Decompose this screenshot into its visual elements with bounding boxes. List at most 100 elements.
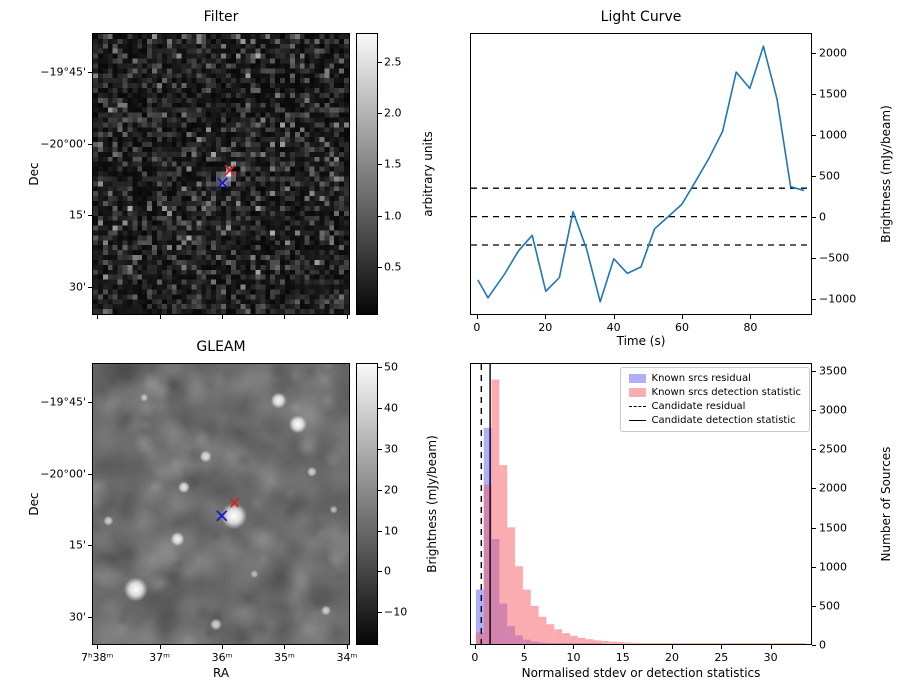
tick-mark	[812, 216, 816, 218]
tick-mark	[378, 571, 382, 573]
tick-mark	[812, 566, 816, 568]
histogram-legend: Known srcs residual Known srcs detection …	[619, 367, 810, 432]
tick-label: 500	[819, 169, 840, 183]
tick-label: −20°00'	[40, 137, 86, 151]
tick-mark	[812, 370, 816, 372]
tick-mark	[88, 214, 92, 216]
gleam-xlabel: RA	[212, 666, 230, 680]
tick-mark	[284, 645, 286, 649]
tick-label: 30'	[68, 610, 86, 624]
tick-label: 15	[615, 651, 630, 664]
tick-label: 40	[384, 401, 398, 415]
tick-label: 80	[743, 321, 758, 334]
tick-label: 1000	[819, 560, 847, 574]
filter-dec-axis-label: Dec	[27, 162, 41, 186]
tick-label: 3500	[819, 364, 847, 378]
tick-label: 20	[384, 483, 398, 497]
tick-label: 5	[520, 651, 528, 664]
light-curve-title: Light Curve	[600, 9, 682, 25]
tick-mark	[812, 94, 816, 96]
tick-mark	[812, 176, 816, 178]
tick-mark	[812, 605, 816, 607]
gleam-markers-overlay	[216, 498, 240, 522]
tick-label: 2500	[819, 442, 847, 456]
tick-mark	[613, 315, 615, 319]
tick-mark	[88, 616, 92, 618]
tick-label: 2.5	[384, 55, 402, 69]
tick-mark	[812, 257, 816, 259]
tick-mark	[770, 645, 772, 649]
tick-label: 10	[384, 524, 398, 538]
tick-mark	[222, 645, 224, 649]
legend-item: Candidate detection statistic	[628, 415, 801, 426]
tick-mark	[524, 645, 526, 649]
tick-mark	[378, 266, 382, 268]
tick-mark	[378, 112, 382, 114]
tick-mark	[672, 645, 674, 649]
light-curve-chart	[471, 45, 811, 303]
tick-label: 3000	[819, 403, 847, 417]
tick-mark	[97, 315, 99, 319]
tick-mark	[88, 401, 92, 403]
tick-mark	[476, 315, 478, 319]
tick-label: 30'	[68, 280, 86, 294]
tick-label: 10	[566, 651, 581, 664]
legend-label: Known srcs residual	[651, 373, 751, 384]
tick-mark	[284, 315, 286, 319]
tick-label: 0	[819, 210, 826, 224]
tick-mark	[378, 164, 382, 166]
tick-label: 2000	[819, 46, 847, 60]
tick-mark	[159, 315, 161, 319]
tick-label: 1500	[819, 521, 847, 534]
gleam-title: GLEAM	[196, 339, 246, 355]
tick-mark	[159, 645, 161, 649]
filter-colorbar-label: arbitrary units	[421, 131, 435, 217]
gleam-colorbar	[356, 363, 378, 645]
legend-item: Known srcs detection statistic	[628, 387, 801, 398]
tick-label: 40	[606, 321, 621, 334]
tick-mark	[88, 544, 92, 546]
tick-mark	[97, 645, 99, 649]
legend-swatch	[628, 388, 646, 397]
tick-mark	[378, 448, 382, 450]
legend-item: Candidate residual	[628, 401, 801, 412]
tick-label: −1000	[819, 292, 857, 306]
tick-label: 50	[384, 360, 398, 374]
tick-label: 15'	[68, 208, 86, 222]
tick-mark	[378, 367, 382, 369]
filter-plot-area	[92, 33, 350, 315]
tick-label: 0	[473, 321, 481, 334]
histogram-ylabel: Number of Sources	[879, 446, 893, 562]
tick-mark	[378, 61, 382, 63]
tick-mark	[812, 298, 816, 300]
tick-label: 60	[675, 321, 690, 334]
tick-label: 30	[384, 442, 398, 456]
legend-label: Known srcs detection statistic	[651, 387, 801, 398]
tick-label: 25	[714, 651, 729, 664]
tick-label: 36ᵐ	[211, 651, 233, 664]
tick-label: −10	[384, 605, 408, 619]
tick-label: 34ᵐ	[336, 651, 358, 664]
light-curve-ylabel: Brightness (mJy/beam)	[879, 105, 893, 243]
tick-mark	[222, 315, 224, 319]
tick-mark	[573, 645, 575, 649]
tick-mark	[812, 449, 816, 451]
tick-mark	[812, 53, 816, 55]
tick-mark	[378, 215, 382, 217]
tick-label: 37ᵐ	[149, 651, 171, 664]
tick-mark	[812, 527, 816, 529]
tick-label: 1500	[819, 87, 847, 101]
gleam-dec-axis-label: Dec	[27, 492, 41, 516]
tick-mark	[721, 645, 723, 649]
tick-mark	[545, 315, 547, 319]
tick-mark	[88, 286, 92, 288]
legend-label: Candidate detection statistic	[651, 415, 796, 426]
tick-label: 0	[471, 651, 479, 664]
tick-mark	[346, 315, 348, 319]
tick-label: 0	[819, 638, 826, 652]
tick-mark	[812, 135, 816, 137]
gleam-plot-area	[92, 363, 350, 645]
tick-mark	[474, 645, 476, 649]
tick-mark	[378, 489, 382, 491]
